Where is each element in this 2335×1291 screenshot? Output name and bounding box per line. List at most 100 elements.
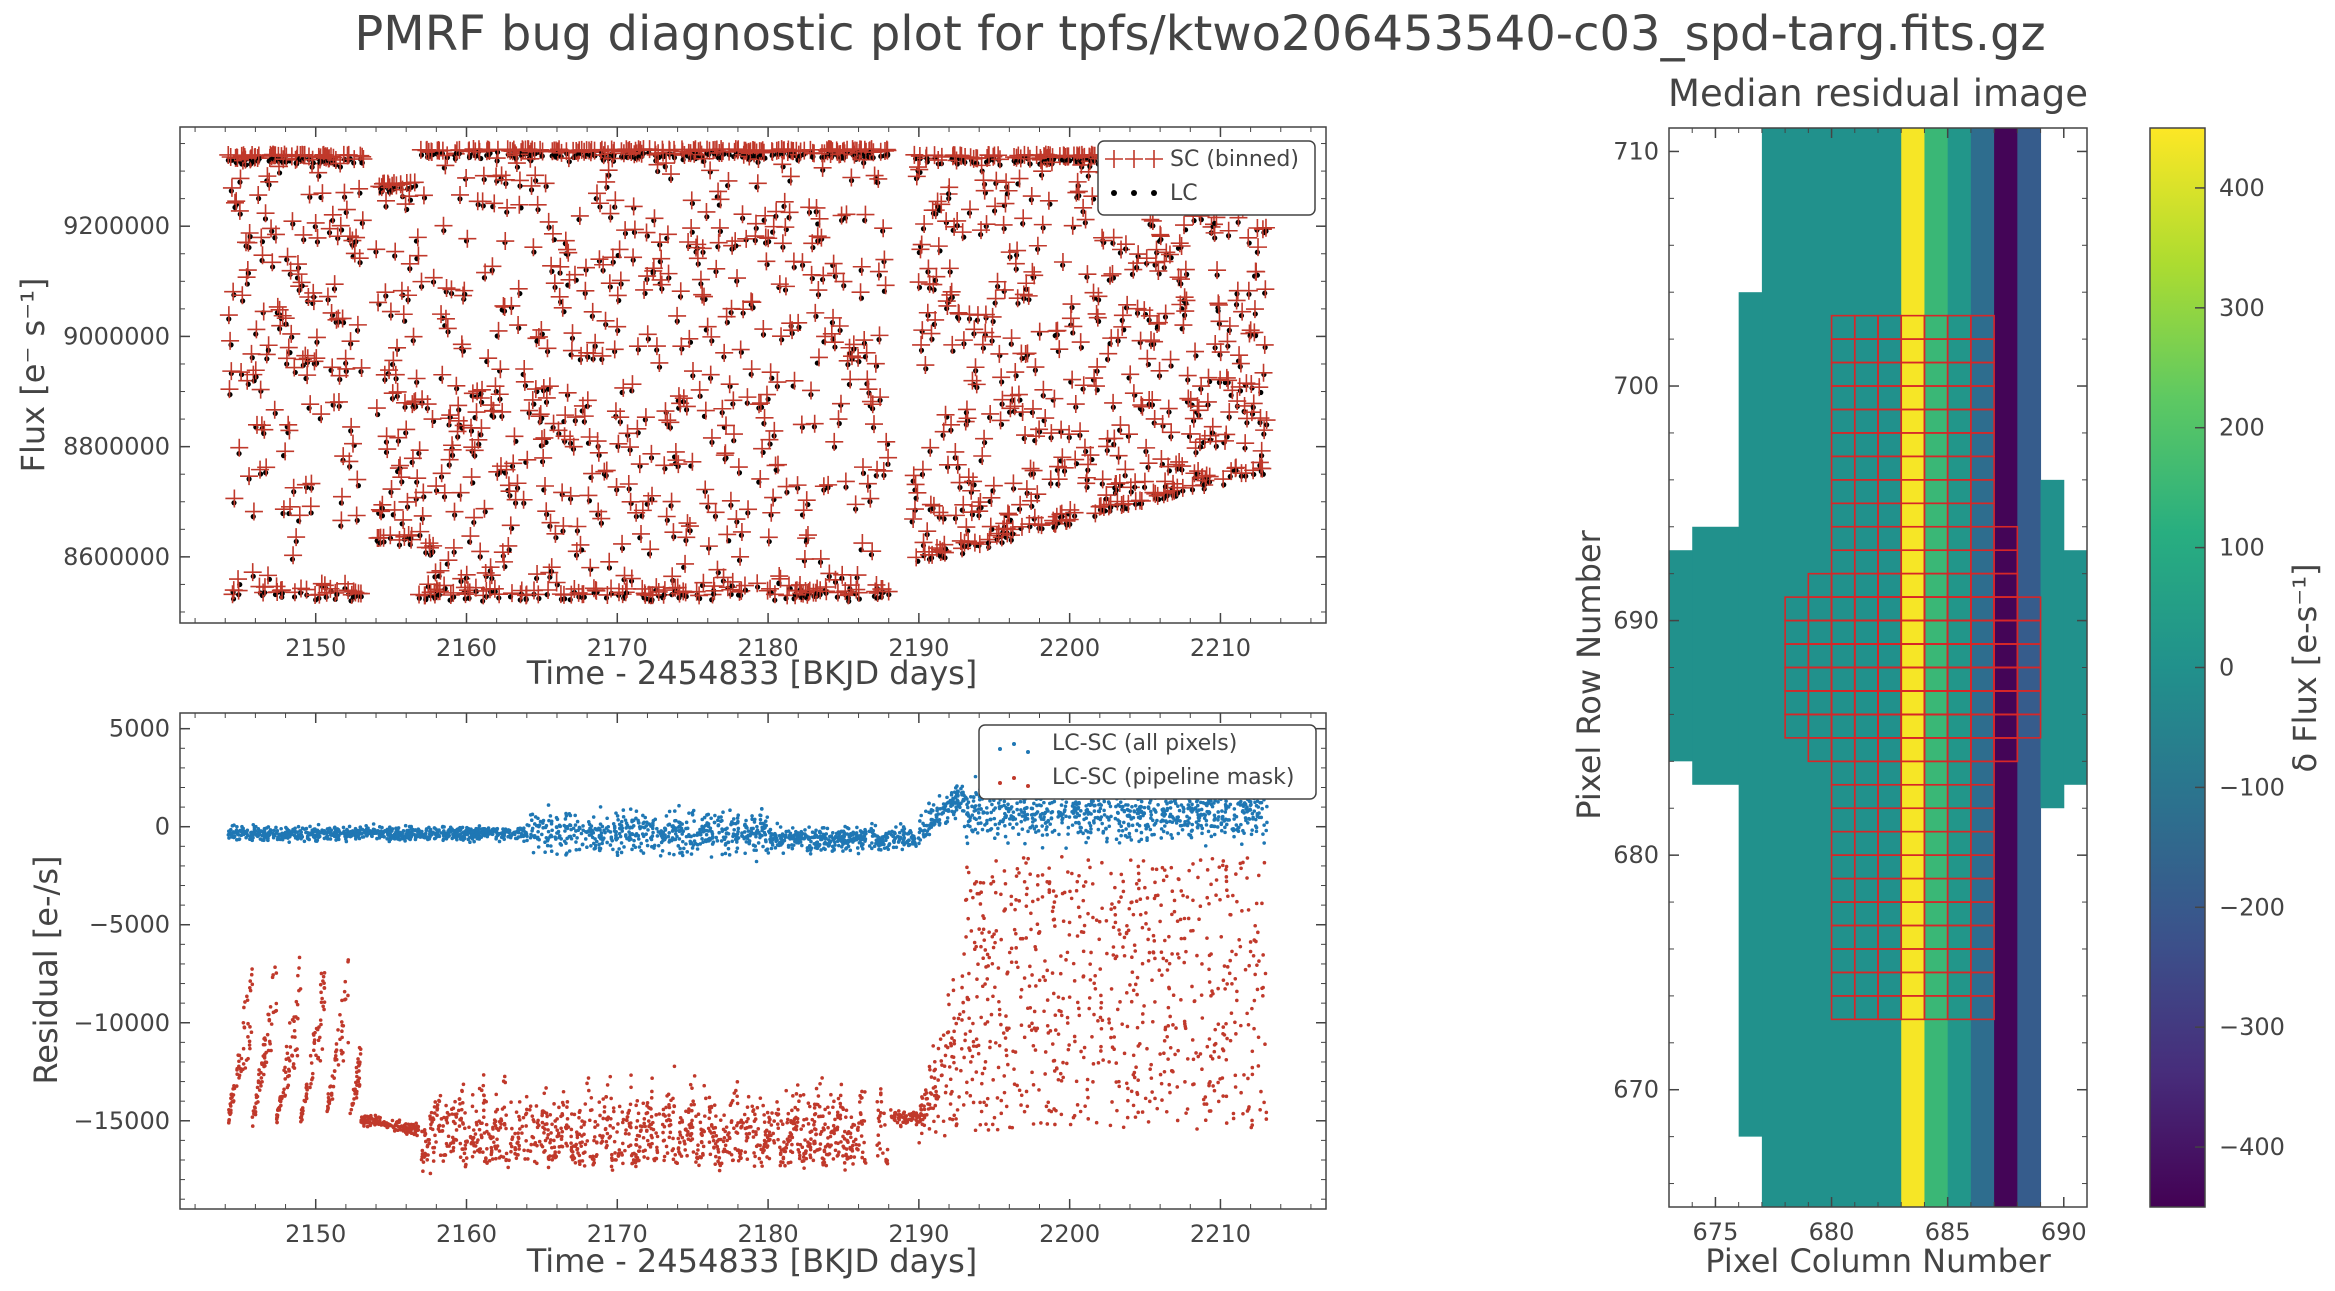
residual-all-pixels-point: [619, 850, 624, 855]
residual-all-pixels-point: [980, 827, 985, 832]
sc-binned-point: [304, 292, 323, 311]
lc-point: [642, 290, 648, 297]
sc-binned-point: [333, 309, 352, 328]
lc-point: [1184, 271, 1190, 277]
sc-binned-point: [408, 469, 427, 488]
residual-all-pixels-point: [1122, 820, 1126, 825]
residual-all-pixels-point: [1243, 816, 1248, 820]
lc-point: [228, 342, 234, 348]
legend-lc-marker: [1111, 190, 1117, 196]
residual-all-pixels-point: [1014, 822, 1019, 826]
lc-point: [502, 564, 508, 570]
residual-all-pixels-point: [750, 817, 754, 821]
lc-point: [662, 164, 668, 170]
residual-all-pixels-point: [1082, 812, 1087, 816]
sc-binned-point: [489, 321, 508, 340]
sc-binned-point: [486, 377, 505, 396]
residual-all-pixels-point: [870, 821, 874, 826]
sc-binned-point: [224, 282, 243, 301]
residual-all-pixels-point: [788, 837, 792, 841]
sc-binned-point: [273, 581, 292, 600]
sc-binned-point: [388, 338, 407, 357]
lc-point: [909, 519, 915, 525]
residual-all-pixels-point: [574, 840, 578, 844]
residual-all-pixels-point: [637, 845, 642, 849]
residual-all-pixels-point: [589, 843, 593, 848]
residual-all-pixels-point: [1002, 799, 1007, 804]
residual-all-pixels-point: [775, 821, 780, 826]
residual-all-pixels-point: [971, 799, 976, 803]
residual-all-pixels-point: [1264, 828, 1269, 833]
sc-binned-point: [294, 225, 313, 244]
sc-binned-point: [276, 309, 295, 328]
sc-binned-point: [247, 320, 266, 339]
residual-all-pixels-point: [996, 826, 1000, 831]
sc-binned-point: [394, 305, 413, 324]
sc-binned-point: [367, 399, 386, 418]
sc-binned-point: [391, 456, 410, 475]
sc-binned-point: [222, 178, 241, 197]
sc-binned-point: [231, 169, 250, 188]
residual-all-pixels-point: [1215, 825, 1220, 829]
flux-panel: 2150 2160 2170 2180 2190 2200 2210860000088000…: [14, 126, 1327, 692]
sc-binned-point: [431, 561, 450, 580]
residual-all-pixels-point: [672, 852, 676, 857]
residual-all-pixels-point: [1124, 827, 1128, 831]
residual-all-pixels-point: [1088, 823, 1093, 828]
sc-binned-point: [447, 376, 466, 395]
residual-all-pixels-point: [554, 815, 559, 820]
residual-all-pixels-point: [522, 839, 526, 844]
lc-point: [544, 592, 550, 598]
residual-all-pixels-point: [615, 850, 620, 855]
residual-all-pixels-point: [1247, 799, 1252, 803]
residual-all-pixels-point: [695, 847, 700, 851]
sc-binned-point: [279, 338, 298, 357]
flux-xlabel: Time - 2454833 [BKJD days]: [526, 654, 978, 692]
lc-point: [941, 516, 947, 522]
residual-all-pixels-point: [1188, 805, 1192, 810]
residual-all-pixels-point: [667, 851, 672, 856]
sc-binned-point: [384, 351, 403, 370]
sc-binned-point: [503, 142, 522, 161]
lc-point: [616, 297, 622, 304]
lc-point: [539, 331, 545, 337]
sc-binned-point: [435, 576, 454, 595]
sc-binned-point: [410, 441, 429, 460]
residual-all-pixels-point: [1104, 826, 1108, 831]
sc-binned-point: [354, 149, 373, 168]
sc-binned-point: [442, 280, 461, 299]
lc-point: [1110, 275, 1117, 281]
residual-all-pixels-point: [667, 831, 672, 835]
residual-all-pixels-point: [1127, 831, 1132, 836]
residual-all-pixels-point: [968, 824, 972, 829]
residual-all-pixels-point: [1019, 819, 1024, 824]
residual-all-pixels-point: [1147, 801, 1152, 805]
sc-binned-point: [345, 244, 364, 263]
residual-all-pixels-point: [663, 826, 668, 831]
residual-all-pixels-point: [1203, 813, 1208, 818]
residual-all-pixels-point: [1040, 845, 1045, 850]
residual-all-pixels-point: [854, 831, 859, 835]
lc-point: [457, 492, 463, 499]
residual-all-pixels-point: [1040, 833, 1045, 837]
residual-all-pixels-point: [1064, 800, 1069, 804]
sc-binned-point: [418, 395, 437, 414]
residual-all-pixels-point: [1200, 831, 1204, 836]
sc-binned-point: [219, 306, 238, 325]
residual-all-pixels-point: [1101, 831, 1106, 835]
residual-all-pixels-point: [296, 824, 301, 829]
sc-binned-point: [312, 574, 331, 593]
sc-binned-point: [490, 385, 509, 404]
residual-all-pixels-point: [432, 826, 437, 830]
lc-point: [1227, 473, 1233, 480]
sc-binned-point: [352, 358, 371, 377]
residual-all-pixels-point: [1219, 828, 1224, 833]
sc-binned-point: [290, 506, 309, 525]
residual-all-pixels-point: [977, 803, 982, 808]
residual-all-pixels-point: [1265, 804, 1269, 809]
sc-binned-point: [318, 287, 337, 306]
sc-binned-point: [454, 416, 473, 435]
lc-point: [699, 582, 706, 589]
residual-all-pixels-point: [1250, 811, 1255, 816]
residual-all-pixels-point: [1189, 829, 1194, 833]
